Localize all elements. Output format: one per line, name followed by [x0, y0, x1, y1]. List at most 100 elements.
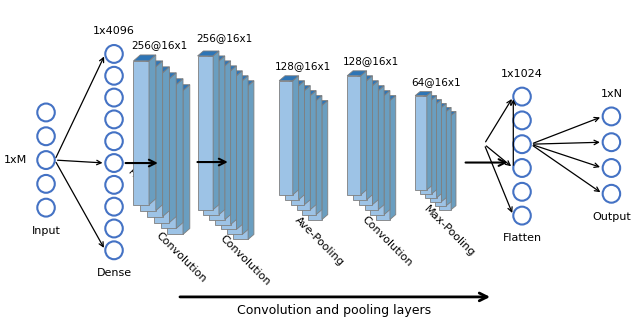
Polygon shape [156, 61, 163, 211]
Circle shape [106, 241, 123, 259]
Polygon shape [353, 76, 372, 81]
Polygon shape [134, 61, 149, 205]
Text: 256@16x1: 256@16x1 [196, 33, 253, 43]
Polygon shape [204, 61, 219, 215]
Circle shape [513, 88, 531, 106]
Circle shape [513, 207, 531, 224]
Polygon shape [429, 104, 446, 108]
Text: Ave-Pooling: Ave-Pooling [293, 214, 346, 268]
Polygon shape [176, 79, 183, 228]
Circle shape [106, 154, 123, 172]
Circle shape [106, 198, 123, 215]
Circle shape [106, 132, 123, 150]
Polygon shape [420, 100, 432, 194]
Text: Max-Pooling: Max-Pooling [422, 204, 477, 259]
Polygon shape [279, 81, 292, 195]
Circle shape [106, 45, 123, 63]
Polygon shape [442, 104, 446, 202]
Polygon shape [376, 96, 396, 101]
Circle shape [37, 151, 55, 169]
Polygon shape [371, 91, 390, 96]
Polygon shape [305, 86, 310, 205]
Polygon shape [427, 92, 432, 190]
Polygon shape [429, 108, 442, 202]
Polygon shape [353, 81, 367, 200]
Text: Output: Output [592, 212, 631, 222]
Circle shape [603, 159, 620, 177]
Text: Reshape: Reshape [125, 167, 166, 208]
Polygon shape [347, 71, 367, 76]
Circle shape [603, 185, 620, 203]
Polygon shape [365, 86, 384, 91]
Polygon shape [225, 61, 230, 219]
Polygon shape [236, 71, 243, 229]
Circle shape [106, 67, 123, 85]
Circle shape [513, 135, 531, 153]
Polygon shape [420, 96, 436, 100]
Polygon shape [292, 76, 299, 195]
Polygon shape [372, 81, 378, 205]
Polygon shape [248, 81, 254, 239]
Circle shape [37, 127, 55, 145]
Polygon shape [168, 91, 183, 234]
Text: 128@16x1: 128@16x1 [342, 56, 399, 66]
Text: 1x1024: 1x1024 [501, 69, 543, 79]
Polygon shape [215, 66, 236, 71]
Polygon shape [198, 51, 219, 56]
Text: 1xN: 1xN [600, 89, 623, 99]
Text: Convolution: Convolution [360, 214, 415, 268]
Circle shape [37, 199, 55, 216]
Polygon shape [415, 92, 432, 96]
Text: Convolution: Convolution [154, 231, 209, 285]
Polygon shape [147, 67, 170, 73]
Polygon shape [436, 100, 442, 198]
Polygon shape [440, 116, 451, 210]
Polygon shape [227, 76, 248, 81]
Circle shape [513, 159, 531, 177]
Polygon shape [198, 56, 213, 210]
Polygon shape [359, 81, 378, 86]
Polygon shape [215, 71, 230, 224]
Text: 1xM: 1xM [3, 155, 27, 165]
Polygon shape [378, 86, 384, 210]
Polygon shape [285, 86, 299, 200]
Circle shape [37, 175, 55, 193]
Circle shape [37, 104, 55, 121]
Polygon shape [221, 71, 243, 76]
Polygon shape [322, 101, 328, 219]
Polygon shape [308, 106, 322, 219]
Text: Dense: Dense [97, 268, 132, 278]
Polygon shape [291, 91, 305, 205]
Text: 64@16x1: 64@16x1 [411, 77, 460, 87]
Circle shape [106, 176, 123, 194]
Polygon shape [170, 73, 176, 222]
Polygon shape [154, 79, 170, 222]
Polygon shape [221, 76, 236, 229]
Polygon shape [303, 96, 322, 101]
Polygon shape [134, 55, 156, 61]
Polygon shape [415, 96, 427, 190]
Text: Convolution: Convolution [218, 234, 271, 288]
Polygon shape [371, 96, 384, 215]
Polygon shape [432, 96, 436, 194]
Polygon shape [310, 91, 316, 210]
Polygon shape [243, 76, 248, 234]
Polygon shape [227, 81, 243, 234]
Polygon shape [163, 67, 170, 216]
Circle shape [603, 108, 620, 125]
Polygon shape [384, 91, 390, 215]
Polygon shape [161, 85, 176, 228]
Polygon shape [299, 81, 305, 200]
Polygon shape [308, 101, 328, 106]
Circle shape [513, 112, 531, 129]
Polygon shape [435, 112, 446, 206]
Polygon shape [147, 73, 163, 216]
Polygon shape [347, 76, 361, 195]
Circle shape [603, 133, 620, 151]
Text: Input: Input [31, 225, 60, 235]
Text: Flatten: Flatten [502, 233, 541, 243]
Polygon shape [209, 66, 225, 219]
Polygon shape [232, 81, 254, 86]
Text: 1x4096: 1x4096 [93, 26, 135, 36]
Polygon shape [279, 76, 299, 81]
